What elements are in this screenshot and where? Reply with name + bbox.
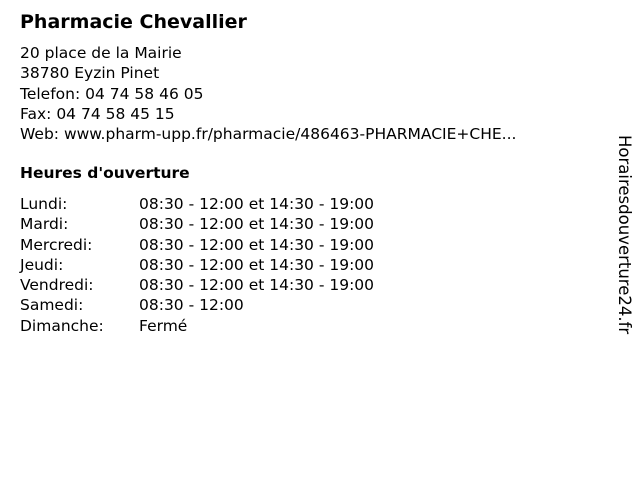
hours-heading: Heures d'ouverture bbox=[20, 164, 190, 182]
contact-info: 20 place de la Mairie 38780 Eyzin Pinet … bbox=[20, 43, 516, 144]
day-label: Mercredi: bbox=[20, 235, 93, 254]
day-hours: 08:30 - 12:00 et 14:30 - 19:00 bbox=[139, 255, 375, 274]
day-label: Samedi: bbox=[20, 296, 84, 315]
day-label: Vendredi: bbox=[20, 276, 94, 295]
fax: Fax: 04 74 58 45 15 bbox=[20, 104, 175, 123]
day-label: Mardi: bbox=[20, 215, 69, 234]
hours-row-vendredi: Vendredi: 08:30 - 12:00 et 14:30 - 19:00 bbox=[20, 275, 374, 295]
website: Web: www.pharm-upp.fr/pharmacie/486463-P… bbox=[20, 125, 517, 144]
day-label: Dimanche: bbox=[20, 316, 104, 335]
day-label: Jeudi: bbox=[20, 255, 64, 274]
day-hours: Fermé bbox=[139, 316, 188, 335]
hours-row-mardi: Mardi: 08:30 - 12:00 et 14:30 - 19:00 bbox=[20, 214, 374, 234]
day-hours: 08:30 - 12:00 et 14:30 - 19:00 bbox=[139, 235, 375, 254]
pharmacy-name: Pharmacie Chevallier bbox=[20, 11, 247, 33]
hours-row-jeudi: Jeudi: 08:30 - 12:00 et 14:30 - 19:00 bbox=[20, 255, 374, 275]
address-line-1: 20 place de la Mairie bbox=[20, 44, 182, 62]
day-label: Lundi: bbox=[20, 195, 68, 213]
hours-row-lundi: Lundi: 08:30 - 12:00 et 14:30 - 19:00 bbox=[20, 194, 374, 214]
hours-row-dimanche: Dimanche: Fermé bbox=[20, 316, 374, 336]
day-hours: 08:30 - 12:00 et 14:30 - 19:00 bbox=[139, 276, 375, 295]
hours-row-samedi: Samedi: 08:30 - 12:00 bbox=[20, 295, 374, 315]
address-line-2: 38780 Eyzin Pinet bbox=[20, 64, 160, 83]
day-hours: 08:30 - 12:00 et 14:30 - 19:00 bbox=[139, 215, 375, 234]
site-watermark: Horairesdouverture24.fr bbox=[615, 135, 634, 335]
day-hours: 08:30 - 12:00 et 14:30 - 19:00 bbox=[139, 195, 375, 213]
phone: Telefon: 04 74 58 46 05 bbox=[20, 84, 204, 103]
hours-row-mercredi: Mercredi: 08:30 - 12:00 et 14:30 - 19:00 bbox=[20, 235, 374, 255]
hours-table: Lundi: 08:30 - 12:00 et 14:30 - 19:00 Mar… bbox=[20, 194, 374, 336]
day-hours: 08:30 - 12:00 bbox=[139, 296, 244, 315]
